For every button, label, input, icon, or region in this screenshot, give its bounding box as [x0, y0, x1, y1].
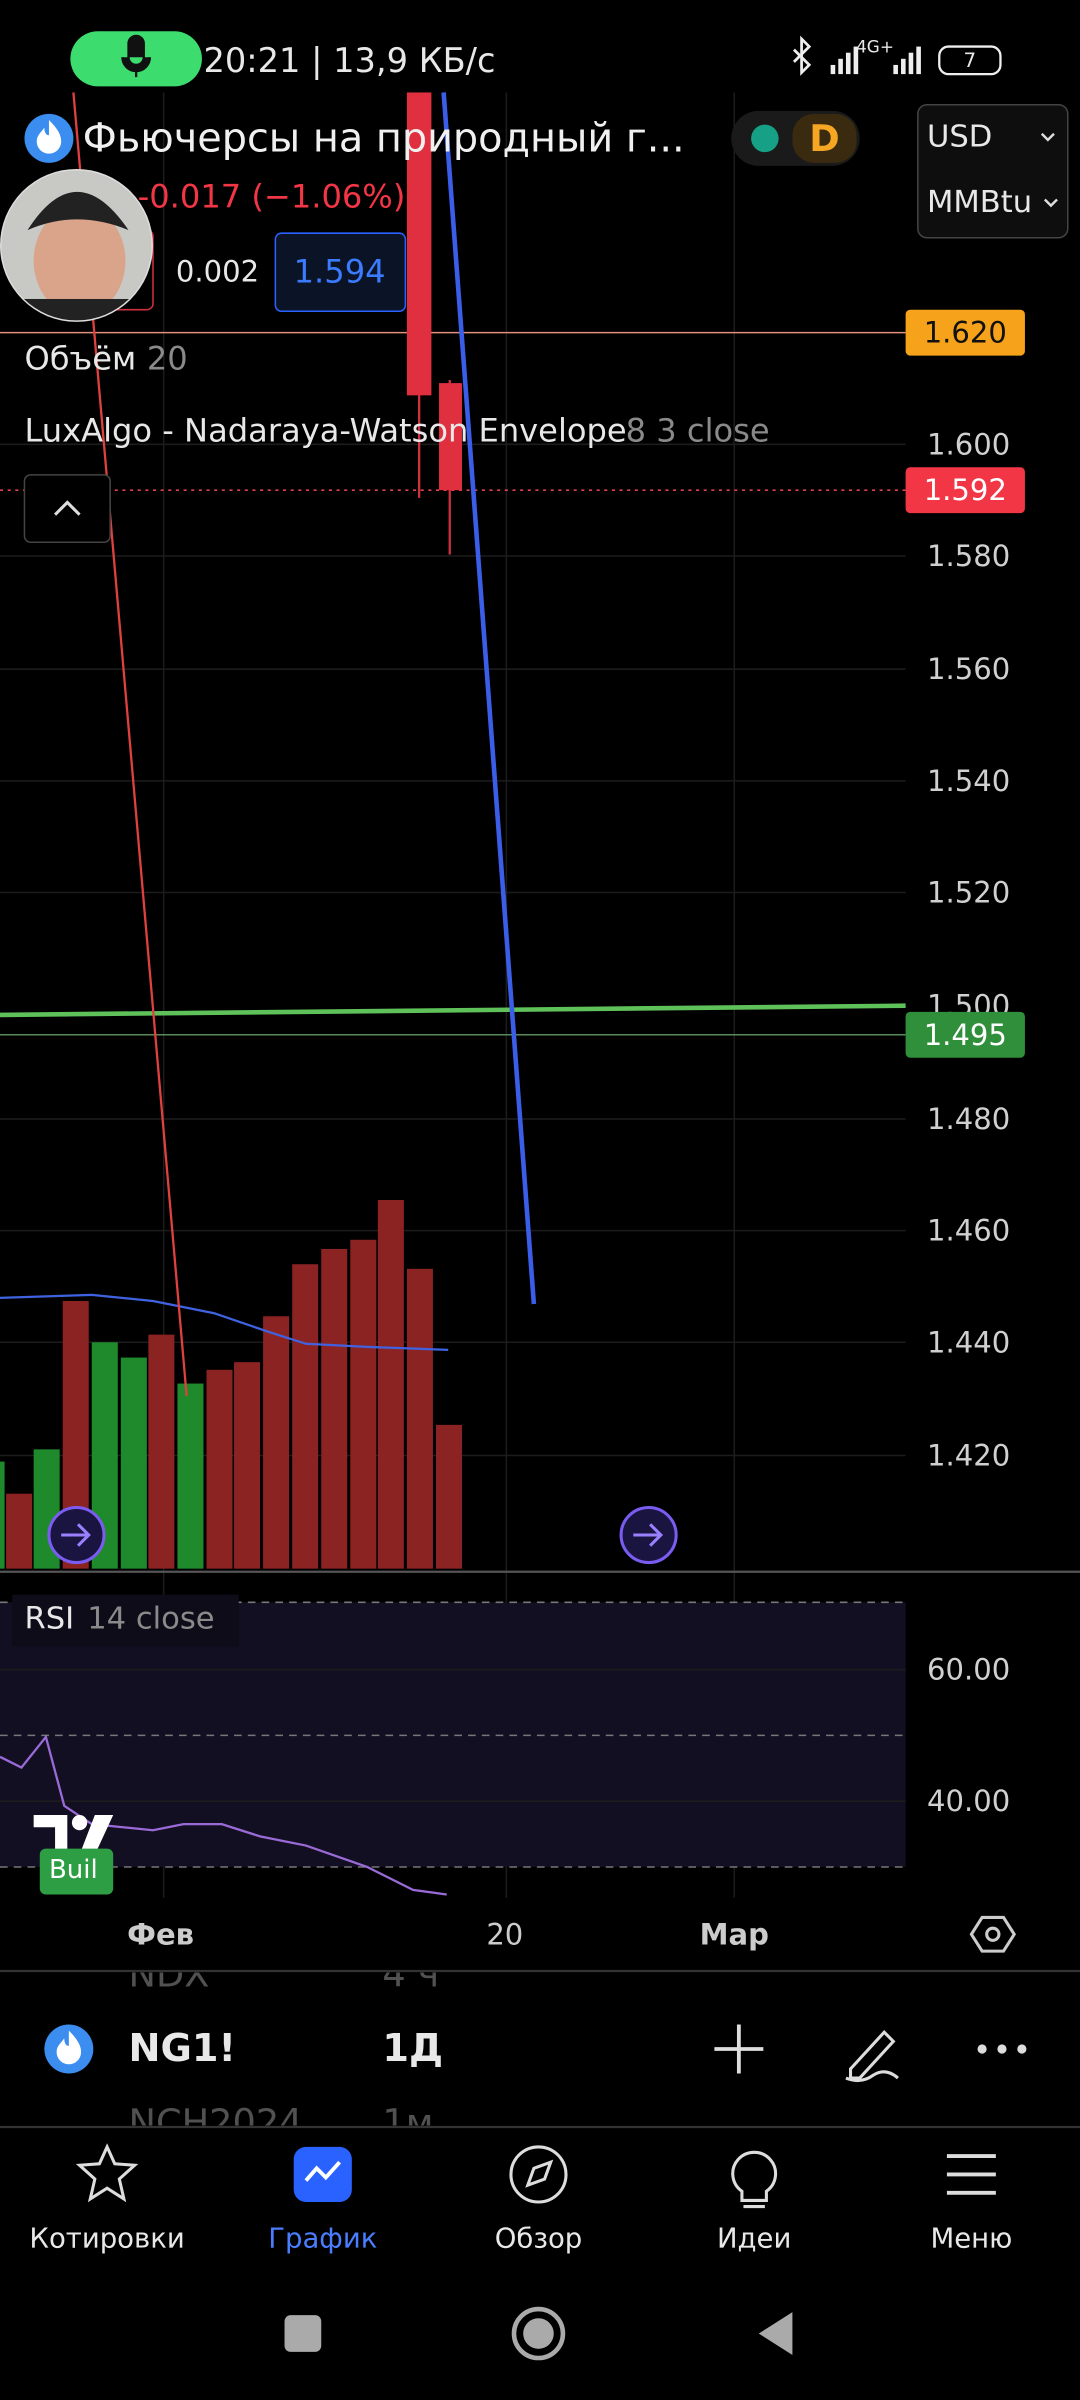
candles: [406, 92, 462, 555]
spread: 0.002: [176, 254, 259, 288]
indicator-params: 20: [147, 340, 188, 378]
signal-badge: [39, 1848, 114, 1895]
symbol-ghost: NDX: [128, 1953, 209, 1996]
event-marker[interactable]: [619, 1505, 678, 1565]
collapse-button[interactable]: [23, 474, 111, 543]
symbol-ghost: NCH2024: [128, 2101, 302, 2144]
add-button[interactable]: [714, 2024, 764, 2074]
call-pill[interactable]: [70, 31, 202, 87]
event-marker[interactable]: [47, 1505, 106, 1565]
price-tick: 1.560: [927, 652, 1010, 686]
nav-item[interactable]: Котировки: [29, 2143, 185, 2255]
buy-price: 1.594: [294, 252, 386, 290]
price-label-bg: [905, 467, 1025, 514]
symbol[interactable]: NG1!: [128, 2027, 235, 2071]
nav-label: График: [268, 2223, 377, 2255]
unit: MMBtu: [927, 185, 1032, 220]
battery-level: 7: [964, 49, 977, 72]
draw-button[interactable]: [845, 2029, 899, 2083]
recents-button[interactable]: [284, 2315, 322, 2352]
interval-ghost: 1м: [382, 2101, 433, 2144]
price-tick: 1.520: [927, 876, 1010, 910]
currency-dropdown[interactable]: [917, 103, 1069, 239]
back-button[interactable]: [758, 2312, 793, 2355]
battery: [938, 45, 1002, 76]
price-tick: 1.580: [927, 539, 1010, 573]
envelope-line: [441, 92, 537, 1305]
price-axis: 1.600 1.580 1.560 1.540 1.520 1.500 1.48…: [927, 427, 1010, 1472]
price-label-bg: [905, 1011, 1025, 1058]
settings-button[interactable]: [969, 1915, 1017, 1953]
price-label-bg: [905, 309, 1025, 356]
rsi-tick: 40.00: [927, 1784, 1010, 1818]
time-tick: Мар: [700, 1917, 769, 1951]
nav-item[interactable]: График: [268, 2146, 377, 2255]
status-time: 20:21 | 13,9 КБ/с: [203, 41, 495, 80]
time-tick: Фев: [127, 1917, 194, 1951]
grid: [0, 92, 906, 1898]
avatar: [0, 168, 153, 322]
price-tick: 1.440: [927, 1325, 1010, 1359]
indicator-params: 8 3 close: [626, 412, 770, 450]
interval[interactable]: 1Д: [382, 2027, 443, 2071]
interval-ghost: 4 ч: [382, 1953, 439, 1996]
nav-label: Обзор: [495, 2223, 583, 2255]
rsi-params: 14 close: [87, 1602, 214, 1637]
nav-label: Идеи: [717, 2223, 791, 2255]
buy-box[interactable]: [274, 232, 407, 312]
price-label: 1.495: [924, 1018, 1007, 1052]
network-type: 4G+: [856, 37, 894, 57]
price-tick: 1.480: [927, 1102, 1010, 1136]
currency: USD: [927, 119, 992, 154]
price-tick: 1.420: [927, 1438, 1010, 1472]
nav-label: Котировки: [29, 2223, 184, 2255]
price-tick: 1.460: [927, 1214, 1010, 1248]
rsi-line: [0, 1734, 447, 1896]
rsi-tick: 60.00: [927, 1653, 1010, 1687]
nav-item[interactable]: Обзор: [495, 2145, 583, 2255]
interval-badge: D: [809, 117, 839, 160]
nav-label: Меню: [930, 2223, 1012, 2255]
signal-label: Buil: [49, 1855, 98, 1885]
indicator-name[interactable]: LuxAlgo - Nadaraya-Watson Envelope: [24, 412, 626, 450]
price-tick: 1.600: [927, 427, 1010, 461]
nav-item[interactable]: Меню: [930, 2154, 1012, 2255]
volume-bars: [0, 1200, 462, 1569]
trend-line: [0, 1003, 906, 1018]
symbol-title[interactable]: Фьючерсы на природный г...: [83, 115, 685, 161]
home-button[interactable]: [511, 2306, 566, 2361]
price-tick: 1.540: [927, 764, 1010, 798]
time-tick: 20: [486, 1917, 523, 1951]
rsi-legend-bg: [12, 1594, 239, 1647]
indicator-name[interactable]: Объём: [24, 340, 136, 378]
logo: [33, 1814, 114, 1855]
rsi-name[interactable]: RSI: [24, 1602, 74, 1637]
price-label: 1.592: [924, 473, 1007, 507]
price-label: 1.620: [924, 316, 1007, 350]
nav-item[interactable]: Идеи: [717, 2150, 791, 2255]
price-change: -0.017 (−1.06%): [138, 177, 406, 215]
more-button[interactable]: [977, 2044, 1027, 2054]
